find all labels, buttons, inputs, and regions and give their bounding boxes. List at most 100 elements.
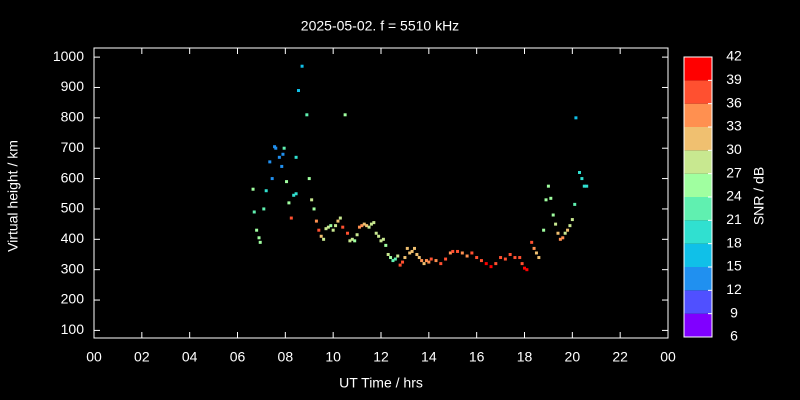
colorbar-tick-label: 24 bbox=[726, 188, 742, 204]
point bbox=[292, 193, 296, 197]
point bbox=[417, 256, 421, 260]
point bbox=[424, 259, 428, 263]
point bbox=[322, 237, 326, 241]
point bbox=[310, 198, 314, 202]
point bbox=[258, 240, 262, 244]
point bbox=[542, 228, 546, 232]
colorbar-band bbox=[684, 127, 712, 151]
point bbox=[420, 259, 424, 263]
colorbar-band bbox=[684, 313, 712, 337]
point bbox=[268, 160, 272, 164]
point bbox=[520, 262, 524, 266]
point bbox=[346, 231, 350, 235]
point bbox=[252, 210, 256, 214]
point bbox=[277, 155, 281, 159]
y-tick-label: 700 bbox=[61, 139, 85, 155]
colorbar-tick-label: 6 bbox=[730, 328, 738, 344]
point bbox=[549, 196, 553, 200]
y-tick-label: 400 bbox=[61, 230, 85, 246]
point bbox=[396, 254, 400, 258]
point bbox=[336, 219, 340, 223]
point bbox=[489, 265, 493, 269]
colorbar-band bbox=[684, 220, 712, 244]
point bbox=[563, 231, 567, 235]
x-tick-label: 14 bbox=[421, 349, 437, 365]
point bbox=[544, 198, 548, 202]
point bbox=[484, 262, 488, 266]
point bbox=[475, 256, 479, 260]
x-tick-label: 06 bbox=[230, 349, 246, 365]
point bbox=[374, 231, 378, 235]
point bbox=[381, 237, 385, 241]
point bbox=[343, 113, 347, 117]
point bbox=[448, 251, 452, 255]
point bbox=[494, 262, 498, 266]
colorbar-band bbox=[684, 80, 712, 104]
x-tick-label: 18 bbox=[517, 349, 533, 365]
point bbox=[508, 252, 512, 256]
point bbox=[282, 146, 286, 150]
point bbox=[518, 256, 522, 260]
point bbox=[556, 231, 560, 235]
point bbox=[360, 224, 364, 228]
point bbox=[274, 146, 278, 150]
y-tick-label: 900 bbox=[61, 78, 85, 94]
x-tick-label: 20 bbox=[565, 349, 581, 365]
point bbox=[287, 201, 291, 205]
x-axis-label: UT Time / hrs bbox=[339, 375, 423, 391]
point bbox=[499, 256, 503, 260]
colorbar-tick-label: 27 bbox=[726, 164, 742, 180]
point bbox=[456, 249, 460, 253]
point bbox=[355, 233, 359, 237]
x-tick-label: 00 bbox=[86, 349, 102, 365]
x-tick-label: 10 bbox=[325, 349, 341, 365]
point bbox=[585, 184, 589, 188]
point bbox=[251, 187, 255, 191]
point bbox=[532, 246, 536, 250]
point bbox=[537, 256, 541, 260]
point bbox=[405, 246, 409, 250]
point bbox=[451, 249, 455, 253]
x-tick-label: 02 bbox=[134, 349, 150, 365]
point bbox=[403, 256, 407, 260]
point bbox=[558, 237, 562, 241]
point bbox=[289, 216, 293, 220]
point bbox=[513, 256, 517, 260]
point bbox=[439, 262, 443, 266]
x-tick-label: 22 bbox=[612, 349, 628, 365]
point bbox=[573, 202, 577, 206]
point bbox=[479, 259, 483, 263]
point bbox=[377, 234, 381, 238]
point bbox=[546, 184, 550, 188]
point bbox=[296, 89, 300, 93]
point bbox=[525, 268, 529, 272]
point bbox=[341, 225, 345, 229]
colorbar-tick-label: 15 bbox=[726, 258, 742, 274]
colorbar-tick-label: 30 bbox=[726, 141, 742, 157]
point bbox=[444, 257, 448, 261]
point bbox=[386, 252, 390, 256]
colorbar-label: SNR / dB bbox=[751, 167, 767, 225]
point bbox=[578, 171, 582, 175]
point bbox=[410, 249, 414, 253]
point bbox=[285, 180, 289, 184]
point bbox=[300, 64, 304, 68]
point bbox=[305, 113, 309, 117]
colorbar-band bbox=[684, 243, 712, 267]
point bbox=[367, 225, 371, 229]
colorbar-tick-label: 33 bbox=[726, 118, 742, 134]
point bbox=[379, 239, 383, 243]
x-tick-label: 08 bbox=[278, 349, 294, 365]
chart-title: 2025-05-02. f = 5510 kHz bbox=[301, 18, 459, 34]
point bbox=[574, 116, 578, 120]
colorbar-band bbox=[684, 197, 712, 221]
point bbox=[503, 257, 507, 261]
point bbox=[281, 152, 285, 156]
point bbox=[329, 224, 333, 228]
x-tick-label: 04 bbox=[182, 349, 198, 365]
point bbox=[317, 228, 321, 232]
y-tick-label: 300 bbox=[61, 260, 85, 276]
point bbox=[270, 177, 274, 181]
